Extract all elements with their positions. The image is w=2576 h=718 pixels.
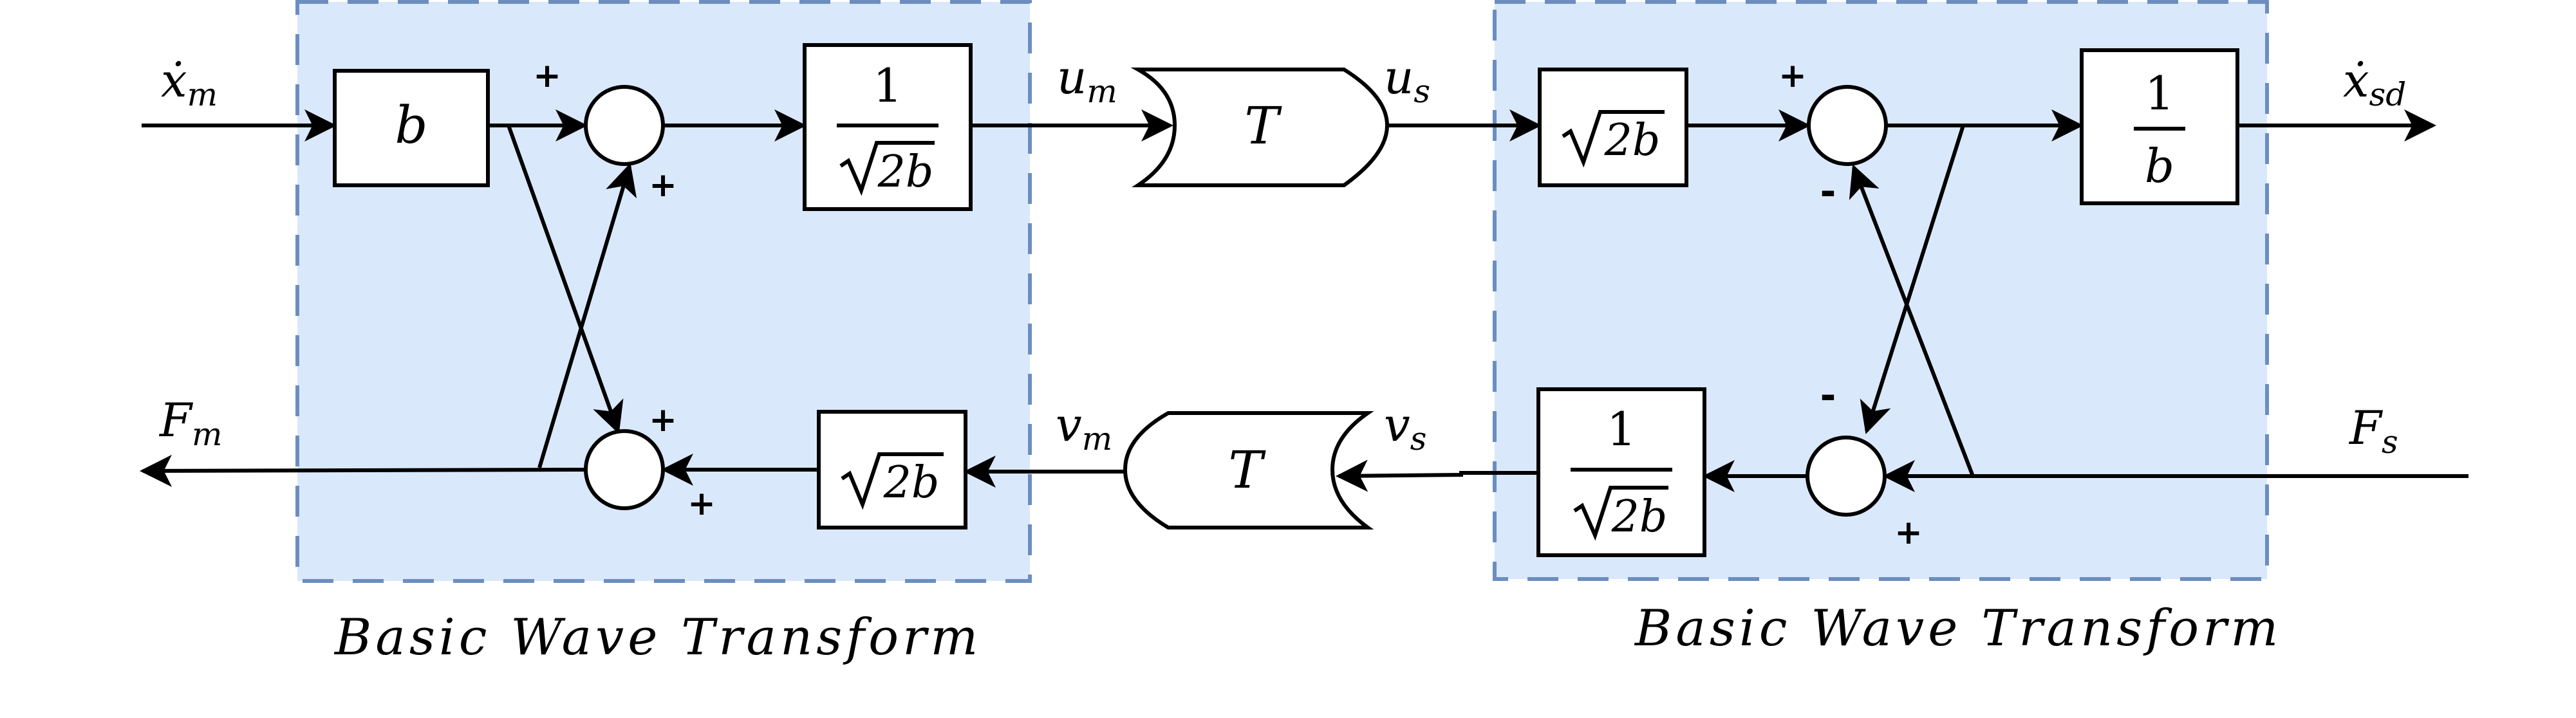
signal-vs-label: vs <box>1384 398 1426 457</box>
output-fm-wire <box>140 454 586 487</box>
signal-um-symbol: u <box>1057 50 1087 104</box>
gain-inv-sqrt2b-radical-sign <box>839 141 935 196</box>
signal-vs-symbol: v <box>1384 398 1410 452</box>
gain-sqrt2b-right-radicand: 2b <box>1604 115 1661 166</box>
gain-inv-b-denominator: b <box>2145 139 2174 193</box>
left-top-sum-sign-top: + <box>533 57 561 95</box>
gain-b-block <box>333 69 490 187</box>
left-top-sum-sign-bottom: + <box>649 166 677 205</box>
gain-inv-sqrt2b-right-radicand: 2b <box>1611 492 1668 542</box>
delay-top-label: T <box>1244 96 1282 156</box>
signal-vs-subscript: s <box>1410 420 1427 457</box>
signal-xm-symbol: ẋ <box>161 53 187 107</box>
left-cross-line-to-top-sum <box>537 163 637 468</box>
gain-sqrt2b-feedback-radical-sign <box>841 452 944 510</box>
right-top-sum-sign-bottom: - <box>1820 169 1836 214</box>
gain-sqrt2b-feedback-radicand: 2b <box>883 457 940 508</box>
signal-um-label: um <box>1057 50 1117 110</box>
left-top-sum-junction <box>584 85 665 166</box>
signal-vm-label: vm <box>1056 398 1112 457</box>
gain-inv-sqrt2b-right-radical-sign <box>1573 486 1668 541</box>
signal-xm-subscript: m <box>187 76 218 113</box>
signal-xsd-dot-label: ẋsd <box>2343 53 2406 113</box>
left-bottom-sum-sign-top: + <box>649 401 677 439</box>
signal-fm-symbol: F <box>158 393 194 447</box>
signal-us-symbol: u <box>1384 50 1414 104</box>
signal-fm-subscript: m <box>192 416 222 453</box>
signal-fs-label: Fs <box>2348 401 2398 461</box>
signal-xsd-subscript: sd <box>2369 76 2407 113</box>
gain-inv-b-numerator: 1 <box>2145 66 2174 120</box>
signal-us-subscript: s <box>1414 73 1430 110</box>
signal-fm-label: Fm <box>158 393 222 453</box>
signal-us-label: us <box>1384 50 1430 110</box>
gain-inv-sqrt2b-right-block <box>1536 387 1706 557</box>
gain-sqrt2b-right-radical-sign <box>1562 110 1665 168</box>
delay-bottom-label: T <box>1228 440 1266 500</box>
signal-xsd-symbol: ẋ <box>2343 53 2369 107</box>
gain-inv-sqrt2b-numerator: 1 <box>873 59 902 113</box>
right-frac-to-delay-wire <box>1336 459 1538 492</box>
right-bottom-sum-junction <box>1806 436 1887 517</box>
left-block-caption: Basic Wave Transform <box>333 609 982 667</box>
signal-um-subscript: m <box>1087 73 1117 110</box>
right-cross-line-to-bottom-sum <box>1860 125 1965 434</box>
right-block-caption: Basic Wave Transform <box>1634 600 2282 658</box>
gain-inv-sqrt2b-radicand: 2b <box>877 147 934 198</box>
right-cross-line-to-top-sum <box>1849 164 1975 477</box>
left-cross-line-to-bottom-sum <box>507 124 624 434</box>
signal-vm-symbol: v <box>1056 398 1082 452</box>
right-top-sum-sign-top: + <box>1778 57 1807 95</box>
signal-vm-subscript: m <box>1082 420 1112 457</box>
signal-fs-subscript: s <box>2382 423 2398 461</box>
left-bottom-sum-sign-bottom: + <box>687 484 716 523</box>
delay-top-block <box>1130 68 1390 187</box>
signal-xm-dot-label: ẋm <box>161 53 218 113</box>
left-bottom-sum-junction <box>584 429 665 510</box>
right-top-sum-junction <box>1807 85 1888 166</box>
signal-fs-symbol: F <box>2348 401 2384 455</box>
right-bottom-sum-sign-top: - <box>1820 373 1836 418</box>
gain-b-label: b <box>395 95 427 155</box>
right-bottom-sum-sign-bottom: + <box>1894 513 1923 552</box>
gain-inv-sqrt2b-right-numerator: 1 <box>1607 402 1636 456</box>
gain-sqrt2b-feedback-block <box>817 410 967 529</box>
delay-bottom-block <box>1123 411 1374 529</box>
